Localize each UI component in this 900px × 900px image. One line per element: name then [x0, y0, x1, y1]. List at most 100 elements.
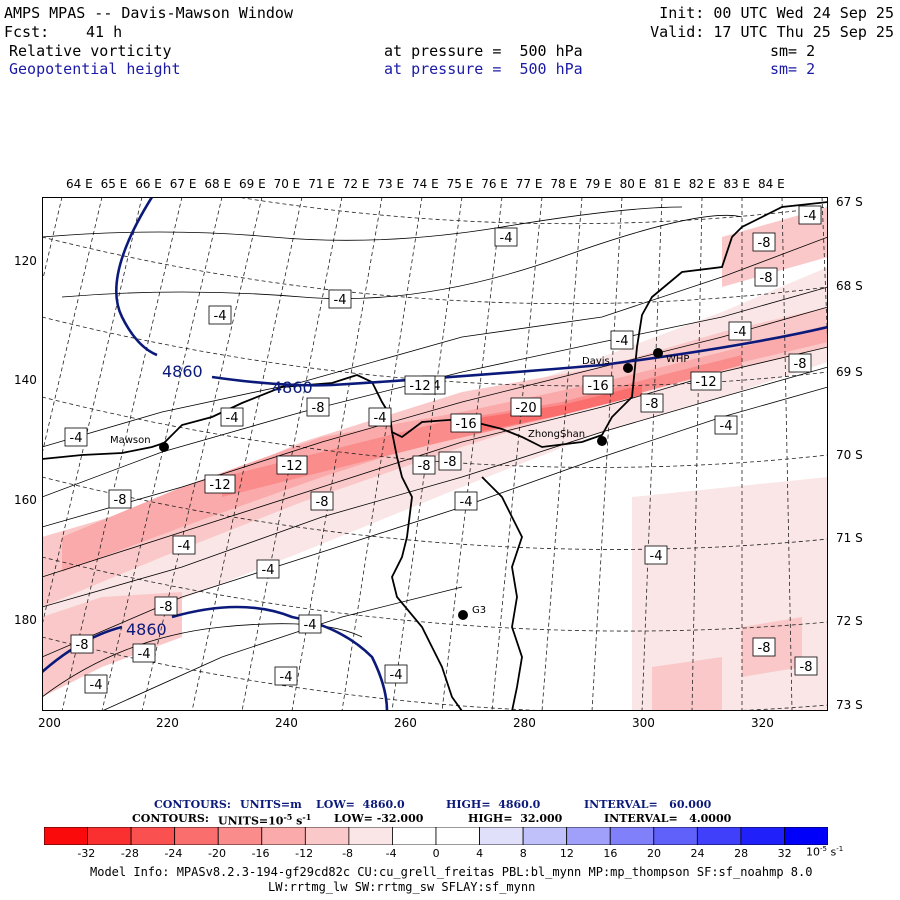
longitude-label: 83 E	[723, 177, 751, 191]
latitude-label: 70 S	[836, 448, 863, 462]
vorticity-label-text: -12	[409, 379, 430, 394]
field2-pressure: at pressure = 500 hPa	[384, 60, 583, 78]
contour	[42, 366, 828, 608]
coastline	[391, 431, 463, 711]
vorticity-label-text: -8	[800, 660, 813, 675]
colorbar-label: -28	[120, 847, 139, 860]
station-whp-label: WHP	[666, 354, 689, 365]
vorticity-label: -16	[582, 375, 614, 395]
longitude-label: 69 E	[239, 177, 266, 191]
colorbar-label: 0	[432, 847, 440, 860]
latitude-label: 73 S	[836, 698, 863, 712]
vorticity-label-text: -16	[455, 417, 476, 432]
vorticity-label-box	[690, 371, 722, 391]
vorticity-label-text: -4	[304, 618, 317, 633]
vorticity-label: -4	[220, 407, 244, 427]
parallel	[42, 396, 828, 468]
longitude-label: 81 E	[654, 177, 681, 191]
station-zhongshan-label: ZhongShan	[528, 429, 585, 440]
colorbar-swatch	[653, 827, 698, 845]
colorbar-swatch	[304, 827, 350, 845]
station-zhongshan-marker	[597, 436, 607, 446]
meridian	[781, 197, 793, 711]
vorticity-label-text: -8	[794, 357, 807, 372]
vorticity-label-box	[274, 666, 298, 686]
y-tick-label: 180	[14, 613, 37, 627]
colorbar-label: 4	[476, 847, 484, 860]
y-tick-label: 140	[14, 373, 37, 387]
vort-interval: INTERVAL= 4.0000	[604, 812, 732, 825]
vorticity-label-text: -8	[418, 459, 431, 474]
colorbar-swatch	[217, 827, 263, 845]
vorticity-label: -20	[510, 397, 542, 417]
vorticity-label: -16	[450, 413, 482, 433]
vorticity-label-box	[610, 330, 634, 350]
vorticity-label-box	[714, 415, 738, 435]
longitude-label: 72 E	[342, 177, 370, 191]
colorbar-swatch	[609, 827, 655, 845]
vorticity-label-box	[276, 455, 308, 475]
band-sw-pink	[42, 592, 182, 697]
vorticity-label: -8	[412, 455, 436, 475]
colorbar-swatch	[261, 827, 306, 845]
longitude-label: 71 E	[308, 177, 335, 191]
height-high: HIGH= 4860.0	[446, 798, 541, 811]
vorticity-label-text: -4	[280, 670, 293, 685]
plot-title: AMPS MPAS -- Davis-Mawson Window	[4, 4, 293, 22]
vorticity-label-text: -8	[76, 638, 89, 653]
colorbar-swatch	[522, 827, 568, 845]
station-davis-label: Davis	[582, 356, 610, 367]
vorticity-label-text: -12	[209, 478, 230, 493]
vorticity-label-box	[64, 427, 88, 447]
model-info-line2: LW:rrtmg_lw SW:rrtmg_sw SFLAY:sf_mynn	[268, 880, 536, 894]
vorticity-label-text: -4	[178, 539, 191, 554]
vorticity-label-box	[84, 674, 108, 694]
vorticity-label: -4	[494, 227, 518, 247]
vorticity-label: -8	[154, 596, 178, 616]
vorticity-label-box	[70, 634, 94, 654]
meridian	[591, 197, 623, 711]
vorticity-label-text: -4	[138, 647, 151, 662]
latitude-label: 71 S	[836, 531, 863, 545]
vorticity-label-text: -4	[734, 325, 747, 340]
colorbar-label: 24	[690, 847, 705, 860]
patch-se-b	[652, 657, 722, 711]
vorticity-label: -8	[794, 656, 818, 676]
vorticity-label-text: -12	[281, 459, 302, 474]
vorticity-label-box	[154, 596, 178, 616]
meridian	[101, 197, 223, 711]
y-tick-label: 160	[14, 493, 37, 507]
vorticity-label-text: -4	[262, 563, 275, 578]
station-g3-label: G3	[472, 605, 486, 616]
colorbar-label: -8	[342, 847, 354, 860]
vorticity-label: -12	[204, 474, 236, 494]
longitude-label: 79 E	[585, 177, 612, 191]
station-mawson-label: Mawson	[110, 435, 151, 446]
vorticity-label: -12	[404, 375, 436, 395]
vorticity-label-text: -8	[160, 600, 173, 615]
colorbar-units: 10-5 s-1	[806, 846, 843, 858]
latitude-label: 67 S	[836, 195, 863, 209]
vorticity-label: -8	[752, 637, 776, 657]
longitude-label: 66 E	[135, 177, 162, 191]
forecast-hour: 41 h	[86, 23, 123, 41]
contour	[42, 346, 828, 578]
longitude-label: 68 E	[204, 177, 232, 191]
vorticity-label-box	[220, 407, 244, 427]
vorticity-label-box	[640, 393, 664, 413]
station-whp-marker	[653, 348, 663, 358]
vorticity-label-text: -4	[390, 668, 403, 683]
vorticity-label: -8	[108, 489, 132, 509]
vorticity-label-box	[752, 232, 776, 252]
contour	[61, 214, 743, 300]
vorticity-label-text: -4	[70, 431, 83, 446]
x-tick-label: 280	[513, 716, 536, 730]
vorticity-label-text: -4	[226, 411, 239, 426]
colorbar-swatch	[348, 827, 393, 845]
vorticity-label-text: -4	[90, 678, 103, 693]
vorticity-label-box	[788, 353, 812, 373]
longitude-label: 64 E	[66, 177, 93, 191]
colorbar-swatch	[44, 827, 88, 845]
colorbar-swatch	[566, 827, 611, 845]
contour	[42, 306, 828, 528]
